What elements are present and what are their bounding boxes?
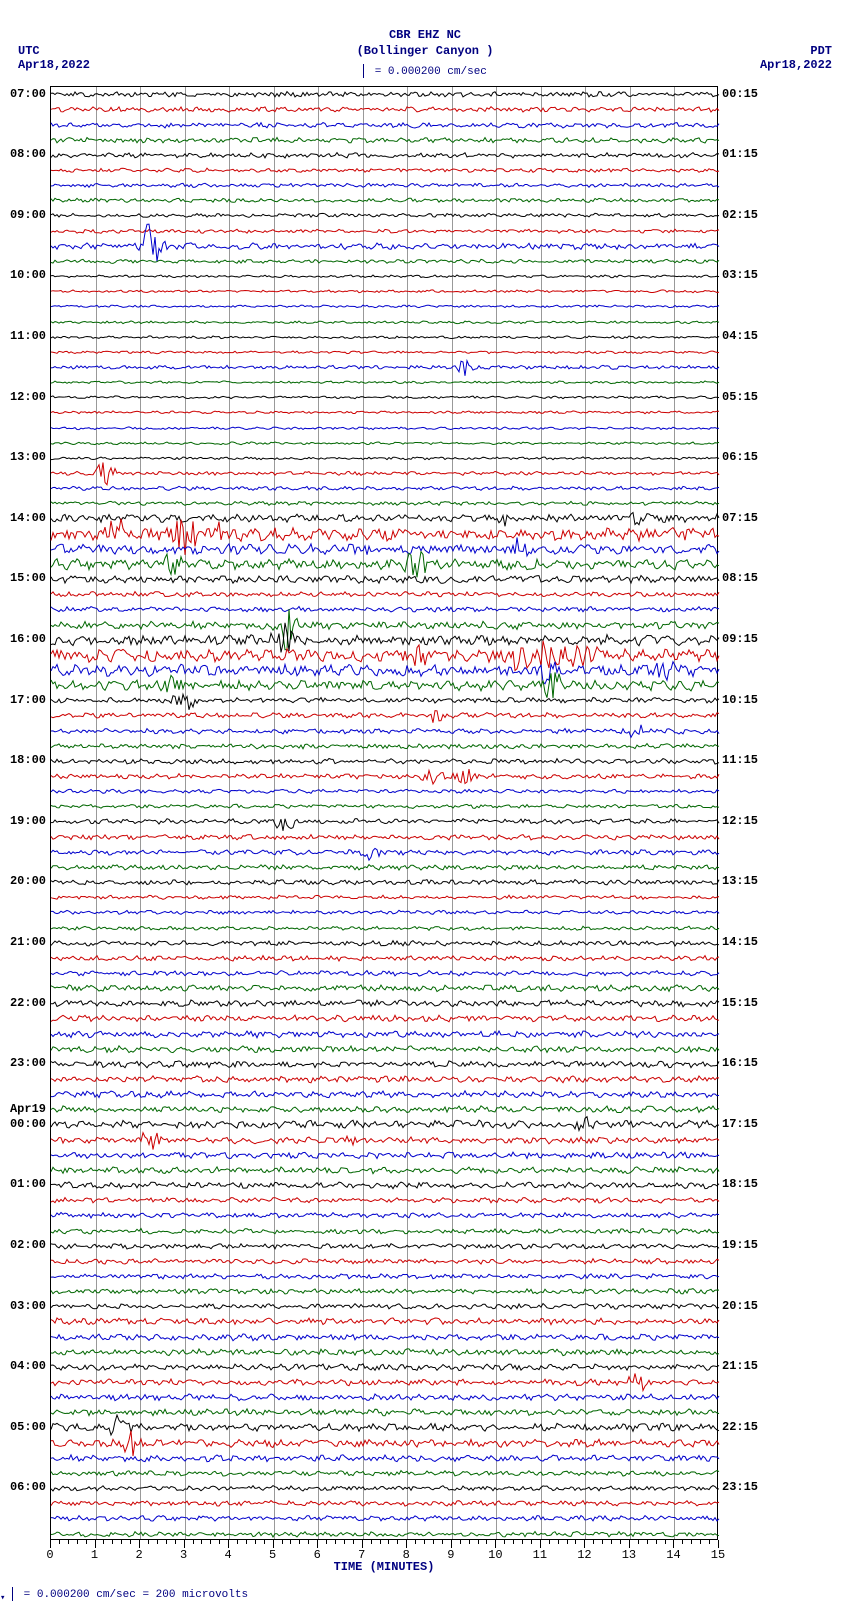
- time-label: 17:15: [722, 1117, 758, 1131]
- time-label: 13:00: [10, 450, 46, 464]
- time-label: 04:00: [10, 1359, 46, 1373]
- time-label: 07:15: [722, 511, 758, 525]
- time-label: 15:15: [722, 996, 758, 1010]
- time-label: 00:00: [10, 1117, 46, 1131]
- left-date: Apr18,2022: [18, 58, 90, 72]
- time-label: 11:00: [10, 329, 46, 343]
- time-label: 23:00: [10, 1056, 46, 1070]
- x-axis-ticks: 0123456789101112131415: [50, 1540, 718, 1560]
- time-label: 18:15: [722, 1177, 758, 1191]
- time-label: Apr19: [10, 1102, 46, 1116]
- footer-scale: ▾ = 0.000200 cm/sec = 200 microvolts: [0, 1587, 248, 1603]
- time-label: 12:00: [10, 390, 46, 404]
- station-location: (Bollinger Canyon ): [0, 44, 850, 58]
- time-label: 09:00: [10, 208, 46, 222]
- time-label: 14:00: [10, 511, 46, 525]
- time-label: 09:15: [722, 632, 758, 646]
- station-code: CBR EHZ NC: [0, 28, 850, 42]
- time-label: 04:15: [722, 329, 758, 343]
- time-label: 08:15: [722, 571, 758, 585]
- time-label: 08:00: [10, 147, 46, 161]
- time-label: 20:15: [722, 1299, 758, 1313]
- time-label: 20:00: [10, 874, 46, 888]
- time-label: 17:00: [10, 693, 46, 707]
- time-label: 10:00: [10, 268, 46, 282]
- time-label: 01:00: [10, 1177, 46, 1191]
- scale-bar-icon: [363, 64, 364, 78]
- time-label: 05:00: [10, 1420, 46, 1434]
- time-label: 06:15: [722, 450, 758, 464]
- time-label: 03:15: [722, 268, 758, 282]
- scale-text: = 0.000200 cm/sec: [375, 66, 487, 78]
- time-label: 15:00: [10, 571, 46, 585]
- time-label: 02:00: [10, 1238, 46, 1252]
- scale-bar-icon: [12, 1587, 13, 1601]
- time-label: 21:15: [722, 1359, 758, 1373]
- right-time-labels: 00:15 01:15 02:15 03:15 04:15 05:15 06:15 07:15…: [720, 86, 840, 1540]
- time-label: 18:00: [10, 753, 46, 767]
- time-label: 16:15: [722, 1056, 758, 1070]
- time-label: 03:00: [10, 1299, 46, 1313]
- time-label: 19:15: [722, 1238, 758, 1252]
- seismogram-plot: [50, 86, 718, 1540]
- time-label: 05:15: [722, 390, 758, 404]
- time-label: 06:00: [10, 1480, 46, 1494]
- right-date: Apr18,2022: [760, 58, 832, 72]
- seismogram-page: CBR EHZ NC (Bollinger Canyon ) = 0.00020…: [0, 0, 850, 1613]
- right-timezone: PDT: [810, 44, 832, 58]
- time-label: 16:00: [10, 632, 46, 646]
- time-label: 02:15: [722, 208, 758, 222]
- time-label: 00:15: [722, 87, 758, 101]
- time-label: 21:00: [10, 935, 46, 949]
- time-label: 19:00: [10, 814, 46, 828]
- time-label: 22:15: [722, 1420, 758, 1434]
- scale-indicator: = 0.000200 cm/sec: [0, 64, 850, 78]
- time-label: 12:15: [722, 814, 758, 828]
- left-timezone: UTC: [18, 44, 40, 58]
- time-label: 13:15: [722, 874, 758, 888]
- time-label: 14:15: [722, 935, 758, 949]
- time-label: 22:00: [10, 996, 46, 1010]
- left-time-labels: 07:00 08:00 09:00 10:00 11:00 12:00 13:00 14:00…: [0, 86, 48, 1540]
- x-axis-title: TIME (MINUTES): [50, 1560, 718, 1574]
- time-label: 10:15: [722, 693, 758, 707]
- time-label: 07:00: [10, 87, 46, 101]
- footer-text: = 0.000200 cm/sec = 200 microvolts: [24, 1589, 248, 1601]
- time-label: 11:15: [722, 753, 758, 767]
- time-label: 01:15: [722, 147, 758, 161]
- time-label: 23:15: [722, 1480, 758, 1494]
